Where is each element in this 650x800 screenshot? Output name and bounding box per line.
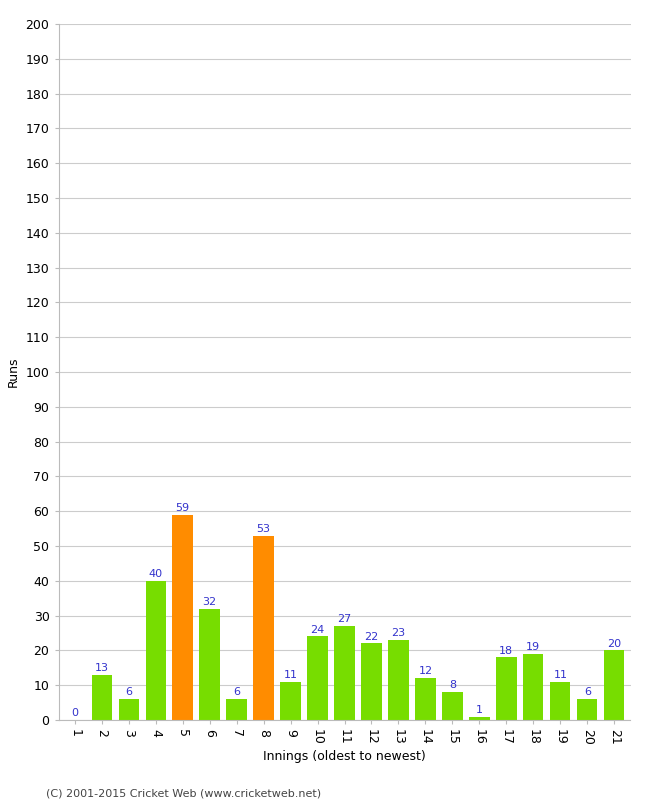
Bar <box>388 640 409 720</box>
Text: 6: 6 <box>125 687 132 698</box>
Bar <box>334 626 355 720</box>
Text: 19: 19 <box>526 642 540 652</box>
Text: 59: 59 <box>176 503 190 513</box>
Text: 27: 27 <box>337 614 352 624</box>
Text: 22: 22 <box>365 632 378 642</box>
Bar <box>92 674 112 720</box>
Bar <box>280 682 301 720</box>
Text: 53: 53 <box>257 524 270 534</box>
Text: 0: 0 <box>72 708 78 718</box>
Text: 24: 24 <box>311 625 324 634</box>
Text: 8: 8 <box>449 681 456 690</box>
Bar <box>226 699 247 720</box>
Text: 13: 13 <box>95 663 109 673</box>
Text: 23: 23 <box>391 628 406 638</box>
Text: 40: 40 <box>149 569 162 579</box>
Bar <box>523 654 543 720</box>
Text: 20: 20 <box>607 638 621 649</box>
Bar <box>307 637 328 720</box>
Bar <box>172 514 193 720</box>
Bar <box>146 581 166 720</box>
Text: 6: 6 <box>584 687 591 698</box>
Bar <box>361 643 382 720</box>
Text: 32: 32 <box>203 597 216 607</box>
Bar <box>577 699 597 720</box>
Bar <box>415 678 436 720</box>
Bar <box>551 682 571 720</box>
Bar <box>496 658 517 720</box>
Text: 18: 18 <box>499 646 514 656</box>
Bar <box>604 650 625 720</box>
Bar <box>118 699 138 720</box>
Text: 11: 11 <box>283 670 298 680</box>
Text: 6: 6 <box>233 687 240 698</box>
Y-axis label: Runs: Runs <box>7 357 20 387</box>
Text: 12: 12 <box>419 666 432 677</box>
Text: 11: 11 <box>553 670 567 680</box>
Bar <box>200 609 220 720</box>
X-axis label: Innings (oldest to newest): Innings (oldest to newest) <box>263 750 426 763</box>
Text: (C) 2001-2015 Cricket Web (www.cricketweb.net): (C) 2001-2015 Cricket Web (www.cricketwe… <box>46 788 320 798</box>
Text: 1: 1 <box>476 705 483 714</box>
Bar <box>442 692 463 720</box>
Bar <box>254 535 274 720</box>
Bar <box>469 717 489 720</box>
